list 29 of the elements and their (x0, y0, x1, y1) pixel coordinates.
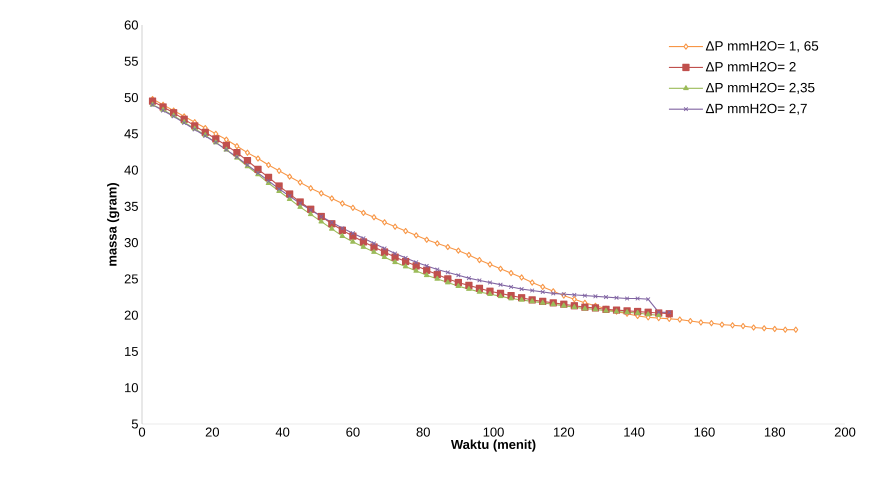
y-tick-label: 15 (125, 346, 138, 356)
x-tick-label: 160 (694, 428, 715, 437)
x-tick-label: 180 (764, 428, 786, 437)
x-tick-label: 60 (346, 428, 360, 437)
y-tick-label: 50 (124, 92, 138, 102)
y-axis-title: massa (gram) (107, 183, 120, 266)
legend-label: ΔP mmH2O= 2,35 (706, 82, 814, 94)
y-tick-label: 25 (124, 274, 138, 284)
legend-label: ΔP mmH2O= 1, 65 (706, 41, 818, 52)
x-tick-label: 80 (416, 428, 430, 437)
y-tick-label: 5 (132, 419, 138, 429)
x-tick-label: 20 (206, 428, 220, 437)
x-tick-label: 40 (276, 428, 290, 437)
y-tick-label: 20 (124, 310, 138, 320)
x-tick-label: 0 (138, 428, 146, 437)
y-tick-label: 10 (125, 383, 138, 392)
y-tick-label: 45 (124, 129, 138, 138)
y-tick-label: 60 (124, 20, 138, 30)
x-axis-title: Waktu (menit) (450, 440, 536, 452)
legend-label: ΔP mmH2O= 2,7 (706, 104, 807, 115)
y-tick-label: 30 (124, 238, 138, 248)
y-tick-label: 40 (124, 166, 138, 175)
x-tick-label: 200 (834, 428, 856, 437)
x-tick-label: 120 (554, 428, 574, 437)
legend-label: ΔP mmH2O= 2 (706, 62, 796, 72)
y-tick-label: 55 (124, 56, 138, 66)
x-tick-label: 100 (484, 428, 504, 437)
y-tick-label: 35 (124, 202, 138, 211)
x-tick-label: 140 (624, 428, 644, 437)
